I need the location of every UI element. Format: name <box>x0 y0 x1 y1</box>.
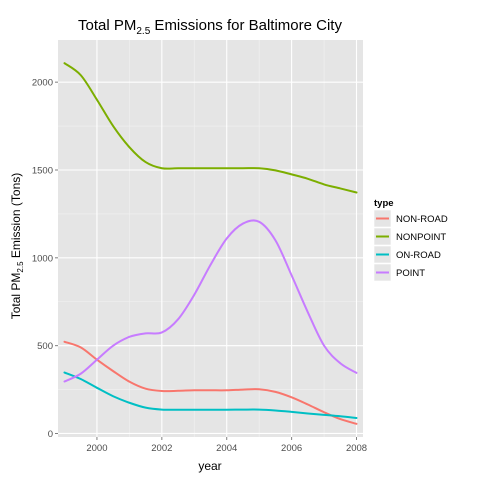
y-axis-label: Total PM2.5 Emission (Tons) <box>9 173 25 320</box>
y-tick-label: 1000 <box>32 253 53 264</box>
x-tick-label: 2002 <box>151 443 172 454</box>
y-tick-label: 1500 <box>32 165 53 176</box>
legend-label: NON-ROAD <box>396 214 448 225</box>
legend-item-nonpoint: NONPOINT <box>373 227 446 246</box>
series-line-nonpoint <box>63 62 358 194</box>
legend-item-point: POINT <box>373 263 425 282</box>
series-lines <box>63 62 358 425</box>
legend-item-non-road: NON-ROAD <box>373 209 448 228</box>
x-tick-label: 2008 <box>346 443 367 454</box>
major-gridlines <box>58 40 363 437</box>
x-tick-label: 2000 <box>86 443 107 454</box>
y-axis-ticks: 0 500 1000 1500 2000 <box>32 78 58 440</box>
legend-item-on-road: ON-ROAD <box>373 245 441 264</box>
series-line-non-road <box>63 340 358 425</box>
series-line-on-road <box>63 371 358 420</box>
chart-title: Total PM2.5 Emissions for Baltimore City <box>78 17 342 37</box>
legend: type NON-ROAD NONPOINT ON-ROAD POINT <box>373 198 448 282</box>
x-tick-label: 2004 <box>216 443 237 454</box>
series-line-point <box>63 219 358 383</box>
x-axis-label: year <box>198 459 221 473</box>
x-axis-ticks: 2000 2002 2004 2006 2008 <box>86 437 367 454</box>
y-tick-label: 0 <box>48 429 53 440</box>
legend-label: POINT <box>396 268 425 279</box>
y-tick-label: 2000 <box>32 78 53 89</box>
y-tick-label: 500 <box>37 341 53 352</box>
x-tick-label: 2006 <box>281 443 302 454</box>
legend-title: type <box>374 198 394 209</box>
legend-label: NONPOINT <box>396 232 446 243</box>
legend-label: ON-ROAD <box>396 250 441 261</box>
plot-panel <box>58 40 363 437</box>
